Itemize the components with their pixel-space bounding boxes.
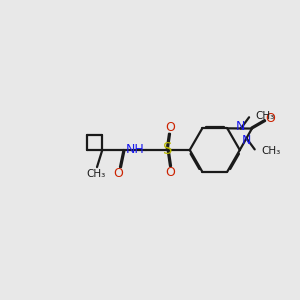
Text: O: O (166, 166, 176, 179)
Text: O: O (166, 121, 176, 134)
Text: N: N (242, 134, 251, 147)
Text: O: O (265, 112, 275, 125)
Text: S: S (163, 142, 172, 158)
Text: N: N (236, 120, 245, 133)
Text: CH₃: CH₃ (256, 110, 275, 121)
Text: CH₃: CH₃ (261, 146, 280, 156)
Text: CH₃: CH₃ (86, 169, 105, 178)
Text: O: O (113, 167, 123, 180)
Text: NH: NH (125, 143, 144, 157)
